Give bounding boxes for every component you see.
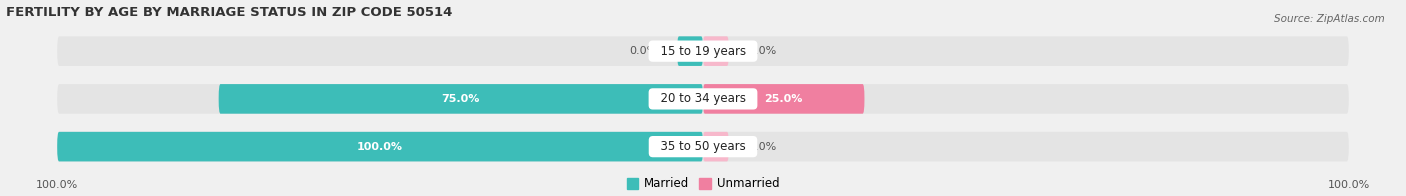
Legend: Married, Unmarried: Married, Unmarried [627,177,779,190]
FancyBboxPatch shape [58,84,1348,114]
FancyBboxPatch shape [58,132,703,162]
FancyBboxPatch shape [58,132,1348,162]
Text: 0.0%: 0.0% [748,46,776,56]
FancyBboxPatch shape [678,36,703,66]
Text: FERTILITY BY AGE BY MARRIAGE STATUS IN ZIP CODE 50514: FERTILITY BY AGE BY MARRIAGE STATUS IN Z… [6,5,451,19]
Text: 20 to 34 years: 20 to 34 years [652,92,754,105]
FancyBboxPatch shape [219,84,703,114]
Text: 0.0%: 0.0% [630,46,658,56]
FancyBboxPatch shape [703,36,728,66]
Text: 35 to 50 years: 35 to 50 years [652,140,754,153]
Text: 75.0%: 75.0% [441,94,479,104]
Text: Source: ZipAtlas.com: Source: ZipAtlas.com [1274,14,1385,24]
Text: 25.0%: 25.0% [765,94,803,104]
FancyBboxPatch shape [703,84,865,114]
Text: 15 to 19 years: 15 to 19 years [652,45,754,58]
Text: 100.0%: 100.0% [357,142,404,152]
FancyBboxPatch shape [58,36,1348,66]
Text: 0.0%: 0.0% [748,142,776,152]
FancyBboxPatch shape [703,132,728,162]
